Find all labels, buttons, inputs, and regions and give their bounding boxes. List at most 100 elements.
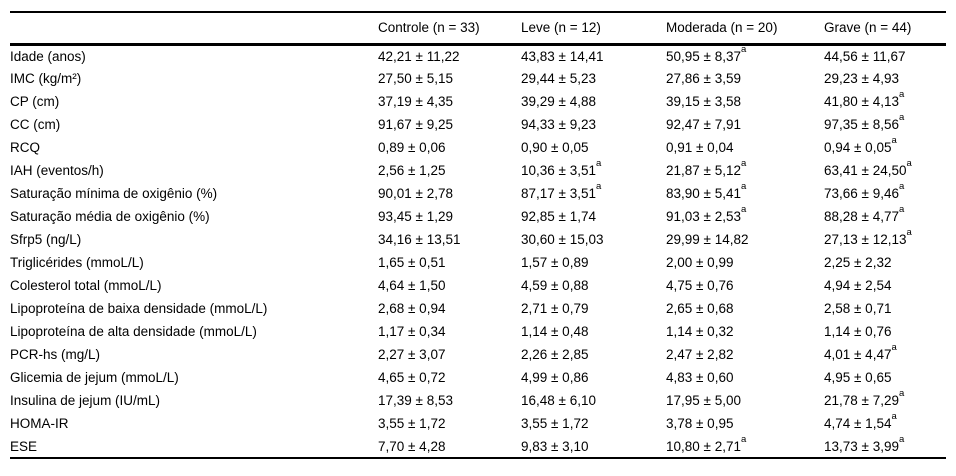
table-cell: 2,58 ± 0,71 bbox=[824, 301, 892, 316]
table-cell: 3,55 ± 1,72 bbox=[521, 416, 589, 431]
significance-marker: a bbox=[898, 90, 905, 101]
table-cell: 30,60 ± 15,03 bbox=[521, 232, 604, 247]
table-cell: 83,90 ± 5,41a bbox=[666, 182, 747, 201]
column-header: Moderada (n = 20) bbox=[666, 12, 824, 46]
table-cell: 1,14 ± 0,48 bbox=[521, 324, 589, 339]
table-row: Saturação mínima de oxigênio (%) 90,01 ± … bbox=[10, 182, 946, 205]
row-label: Saturação mínima de oxigênio (%) bbox=[10, 186, 218, 201]
table-cell: 2,26 ± 2,85 bbox=[521, 347, 589, 362]
column-header: Controle (n = 33) bbox=[378, 12, 521, 46]
significance-marker: a bbox=[595, 182, 602, 193]
table-cell: 10,36 ± 3,51a bbox=[521, 159, 602, 178]
table-row: Lipoproteína de baixa densidade (mmoL/L)… bbox=[10, 297, 946, 320]
significance-marker: a bbox=[906, 228, 912, 239]
row-label: Insulina de jejum (IU/mL) bbox=[10, 393, 161, 408]
row-label: IMC (kg/m²) bbox=[10, 71, 82, 86]
table-row: Saturação média de oxigênio (%) 93,45 ± 1… bbox=[10, 205, 946, 228]
significance-marker: a bbox=[740, 159, 747, 170]
table-cell: 0,89 ± 0,06 bbox=[378, 140, 446, 155]
table-row: CP (cm) 37,19 ± 4,35 39,29 ± 4,88 39,15 ± 3… bbox=[10, 90, 946, 113]
table-cell: 44,56 ± 11,67 bbox=[824, 48, 906, 64]
row-label: RCQ bbox=[10, 140, 40, 155]
significance-marker: a bbox=[595, 159, 602, 170]
table-body: Idade (anos) 42,21 ± 11,22 43,83 ± 14,41 50… bbox=[10, 44, 946, 458]
table-cell: 0,91 ± 0,04 bbox=[666, 140, 734, 155]
row-label: Lipoproteína de baixa densidade (mmoL/L) bbox=[10, 301, 268, 316]
table-cell: 13,73 ± 3,99a bbox=[824, 435, 905, 454]
table-cell: 9,83 ± 3,10 bbox=[521, 438, 589, 454]
table-cell: 97,35 ± 8,56a bbox=[824, 113, 905, 132]
table-cell: 50,95 ± 8,37a bbox=[666, 44, 747, 64]
table-header: Controle (n = 33) Leve (n = 12) Moderada (… bbox=[10, 12, 946, 46]
column-header: Grave (n = 44) bbox=[824, 12, 946, 46]
significance-marker: a bbox=[891, 412, 897, 423]
header-row: Controle (n = 33) Leve (n = 12) Moderada (… bbox=[10, 12, 946, 46]
row-label: Sfrp5 (ng/L) bbox=[10, 232, 82, 247]
table-cell: 4,65 ± 0,72 bbox=[378, 370, 446, 385]
table-cell: 4,64 ± 1,50 bbox=[378, 278, 446, 293]
row-label: HOMA-IR bbox=[10, 416, 69, 431]
table-cell: 29,44 ± 5,23 bbox=[521, 71, 596, 86]
table-row: Glicemia de jejum (mmoL/L) 4,65 ± 0,72 4,9… bbox=[10, 366, 946, 389]
row-label: Saturação média de oxigênio (%) bbox=[10, 209, 210, 224]
table-cell: 2,00 ± 0,99 bbox=[666, 255, 734, 270]
table-row: Insulina de jejum (IU/mL) 17,39 ± 8,53 16,… bbox=[10, 389, 946, 412]
table-cell: 3,55 ± 1,72 bbox=[378, 416, 446, 431]
table-cell: 37,19 ± 4,35 bbox=[378, 94, 453, 109]
table-cell: 2,25 ± 2,32 bbox=[824, 255, 892, 270]
significance-marker: a bbox=[891, 136, 897, 147]
significance-marker: a bbox=[898, 205, 905, 216]
table-cell: 4,94 ± 2,54 bbox=[824, 278, 892, 293]
table-cell: 1,57 ± 0,89 bbox=[521, 255, 589, 270]
row-label: ESE bbox=[10, 438, 38, 454]
table-cell: 73,66 ± 9,46a bbox=[824, 182, 905, 201]
table-cell: 87,17 ± 3,51a bbox=[521, 182, 602, 201]
row-label: Triglicérides (mmoL/L) bbox=[10, 255, 144, 270]
table-cell: 21,78 ± 7,29a bbox=[824, 389, 905, 408]
table-cell: 27,13 ± 12,13a bbox=[824, 228, 912, 247]
table-cell: 41,80 ± 4,13a bbox=[824, 90, 905, 109]
table-cell: 1,14 ± 0,32 bbox=[666, 324, 734, 339]
table-cell: 92,47 ± 7,91 bbox=[666, 117, 741, 132]
table-cell: 91,67 ± 9,25 bbox=[378, 117, 453, 132]
table-cell: 21,87 ± 5,12a bbox=[666, 159, 747, 178]
table-cell: 39,29 ± 4,88 bbox=[521, 94, 596, 109]
table-cell: 27,86 ± 3,59 bbox=[666, 71, 741, 86]
table-cell: 2,65 ± 0,68 bbox=[666, 301, 734, 316]
table-cell: 4,83 ± 0,60 bbox=[666, 370, 734, 385]
table-cell: 16,48 ± 6,10 bbox=[521, 393, 596, 408]
table-cell: 4,74 ± 1,54a bbox=[824, 412, 897, 431]
table-cell: 39,15 ± 3,58 bbox=[666, 94, 741, 109]
table-cell: 7,70 ± 4,28 bbox=[378, 438, 446, 454]
row-label: CC (cm) bbox=[10, 117, 61, 132]
table-row: Idade (anos) 42,21 ± 11,22 43,83 ± 14,41 50… bbox=[10, 44, 946, 67]
significance-marker: a bbox=[898, 113, 905, 124]
table-cell: 42,21 ± 11,22 bbox=[378, 48, 460, 64]
table-row: Triglicérides (mmoL/L) 1,65 ± 0,51 1,57 ± … bbox=[10, 251, 946, 274]
table-cell: 34,16 ± 13,51 bbox=[378, 232, 461, 247]
table-cell: 1,65 ± 0,51 bbox=[378, 255, 446, 270]
table-cell: 92,85 ± 1,74 bbox=[521, 209, 596, 224]
table-cell: 2,68 ± 0,94 bbox=[378, 301, 446, 316]
table-cell: 29,23 ± 4,93 bbox=[824, 71, 899, 86]
table-row: CC (cm) 91,67 ± 9,25 94,33 ± 9,23 92,47 ± 7… bbox=[10, 113, 946, 136]
significance-marker: a bbox=[898, 435, 905, 445]
significance-marker: a bbox=[740, 205, 747, 216]
table-cell: 91,03 ± 2,53a bbox=[666, 205, 747, 224]
table-cell: 1,17 ± 0,34 bbox=[378, 324, 446, 339]
table-cell: 29,99 ± 14,82 bbox=[666, 232, 749, 247]
column-header: Leve (n = 12) bbox=[521, 12, 666, 46]
table-cell: 43,83 ± 14,41 bbox=[521, 48, 604, 64]
table-row: Colesterol total (mmoL/L) 4,64 ± 1,50 4,59… bbox=[10, 274, 946, 297]
table-cell: 93,45 ± 1,29 bbox=[378, 209, 453, 224]
row-label: IAH (eventos/h) bbox=[10, 163, 104, 178]
table-row: IMC (kg/m²) 27,50 ± 5,15 29,44 ± 5,23 27,86… bbox=[10, 67, 946, 90]
table-row: PCR-hs (mg/L) 2,27 ± 3,07 2,26 ± 2,85 2,47 … bbox=[10, 343, 946, 366]
results-table-container: Controle (n = 33) Leve (n = 12) Moderada (… bbox=[10, 11, 946, 459]
significance-marker: a bbox=[898, 389, 905, 400]
table-cell: 88,28 ± 4,77a bbox=[824, 205, 905, 224]
table-cell: 4,75 ± 0,76 bbox=[666, 278, 734, 293]
table-cell: 3,78 ± 0,95 bbox=[666, 416, 734, 431]
table-cell: 4,01 ± 4,47a bbox=[824, 343, 897, 362]
significance-marker: a bbox=[891, 343, 897, 354]
